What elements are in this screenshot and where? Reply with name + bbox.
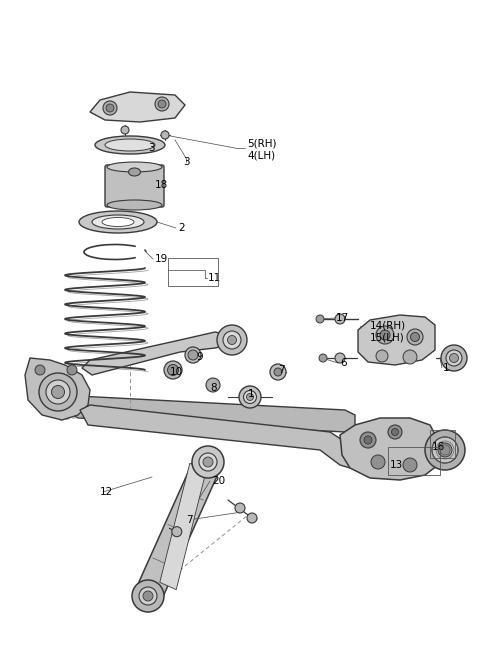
Circle shape xyxy=(188,350,198,360)
Circle shape xyxy=(392,428,398,436)
Ellipse shape xyxy=(51,386,64,398)
Ellipse shape xyxy=(243,390,256,403)
Ellipse shape xyxy=(441,345,467,371)
Ellipse shape xyxy=(239,386,261,408)
Polygon shape xyxy=(80,405,355,468)
Ellipse shape xyxy=(432,437,458,463)
Ellipse shape xyxy=(95,136,165,154)
Circle shape xyxy=(35,365,45,375)
Circle shape xyxy=(410,333,420,342)
Text: 16: 16 xyxy=(432,442,445,452)
Text: 7: 7 xyxy=(186,515,192,525)
Text: 6: 6 xyxy=(340,358,347,368)
Ellipse shape xyxy=(223,331,241,349)
Text: 3: 3 xyxy=(183,157,189,167)
Circle shape xyxy=(388,425,402,439)
Text: 19: 19 xyxy=(155,254,168,264)
Circle shape xyxy=(376,326,394,344)
Text: 13: 13 xyxy=(390,460,403,470)
Circle shape xyxy=(103,101,117,115)
Text: 7: 7 xyxy=(278,365,285,375)
Circle shape xyxy=(155,97,169,111)
Polygon shape xyxy=(25,358,90,420)
Circle shape xyxy=(360,432,376,448)
Text: 1: 1 xyxy=(443,363,450,373)
Circle shape xyxy=(371,455,385,469)
Circle shape xyxy=(335,314,345,324)
Circle shape xyxy=(316,315,324,323)
Circle shape xyxy=(185,347,201,363)
Circle shape xyxy=(235,503,245,513)
Text: 9: 9 xyxy=(196,352,203,362)
Circle shape xyxy=(364,436,372,444)
Bar xyxy=(168,258,218,286)
Ellipse shape xyxy=(92,215,144,229)
Polygon shape xyxy=(358,315,435,365)
Circle shape xyxy=(158,100,166,108)
Circle shape xyxy=(132,580,164,612)
Circle shape xyxy=(403,458,417,472)
Circle shape xyxy=(274,368,282,376)
Circle shape xyxy=(319,354,327,362)
Text: 20: 20 xyxy=(212,476,225,486)
Ellipse shape xyxy=(46,380,70,404)
Text: 8: 8 xyxy=(210,383,216,393)
Bar xyxy=(388,447,440,475)
Text: 17: 17 xyxy=(336,313,349,323)
Ellipse shape xyxy=(107,162,162,172)
Text: 2: 2 xyxy=(178,223,185,233)
Circle shape xyxy=(168,365,179,375)
Bar xyxy=(430,430,455,458)
Text: 11: 11 xyxy=(208,273,221,283)
Text: 12: 12 xyxy=(100,487,113,497)
Text: 3: 3 xyxy=(148,143,155,153)
Polygon shape xyxy=(90,92,185,122)
Circle shape xyxy=(164,361,182,379)
Ellipse shape xyxy=(102,218,134,226)
Ellipse shape xyxy=(217,325,247,355)
Circle shape xyxy=(376,350,388,362)
Polygon shape xyxy=(68,396,355,432)
Circle shape xyxy=(121,126,129,134)
Text: 4(LH): 4(LH) xyxy=(247,150,275,160)
Ellipse shape xyxy=(79,211,157,233)
Circle shape xyxy=(192,446,224,478)
Polygon shape xyxy=(82,332,230,375)
Circle shape xyxy=(403,350,417,364)
Ellipse shape xyxy=(107,200,162,210)
Ellipse shape xyxy=(129,168,141,176)
Text: 18: 18 xyxy=(155,180,168,190)
Text: 14(RH): 14(RH) xyxy=(370,321,406,331)
Ellipse shape xyxy=(425,430,465,470)
Circle shape xyxy=(203,457,213,467)
FancyBboxPatch shape xyxy=(105,165,164,207)
Circle shape xyxy=(407,329,423,345)
Text: 1: 1 xyxy=(248,389,254,399)
Circle shape xyxy=(380,330,390,340)
Ellipse shape xyxy=(438,443,452,457)
Circle shape xyxy=(67,365,77,375)
Circle shape xyxy=(172,527,182,537)
Text: 10: 10 xyxy=(170,367,183,377)
Circle shape xyxy=(270,364,286,380)
Ellipse shape xyxy=(105,139,155,151)
Circle shape xyxy=(335,353,345,363)
Polygon shape xyxy=(160,463,206,590)
Circle shape xyxy=(106,104,114,112)
Circle shape xyxy=(199,453,217,471)
Circle shape xyxy=(143,591,153,601)
Circle shape xyxy=(206,378,220,392)
Circle shape xyxy=(161,131,169,139)
Polygon shape xyxy=(340,418,438,480)
Circle shape xyxy=(247,513,257,523)
Ellipse shape xyxy=(39,373,77,411)
Ellipse shape xyxy=(449,354,458,363)
Text: 5(RH): 5(RH) xyxy=(247,138,276,148)
Ellipse shape xyxy=(247,394,253,401)
Polygon shape xyxy=(135,457,221,602)
Ellipse shape xyxy=(228,335,237,344)
Text: 15(LH): 15(LH) xyxy=(370,333,405,343)
Circle shape xyxy=(139,587,157,605)
Ellipse shape xyxy=(446,350,462,366)
